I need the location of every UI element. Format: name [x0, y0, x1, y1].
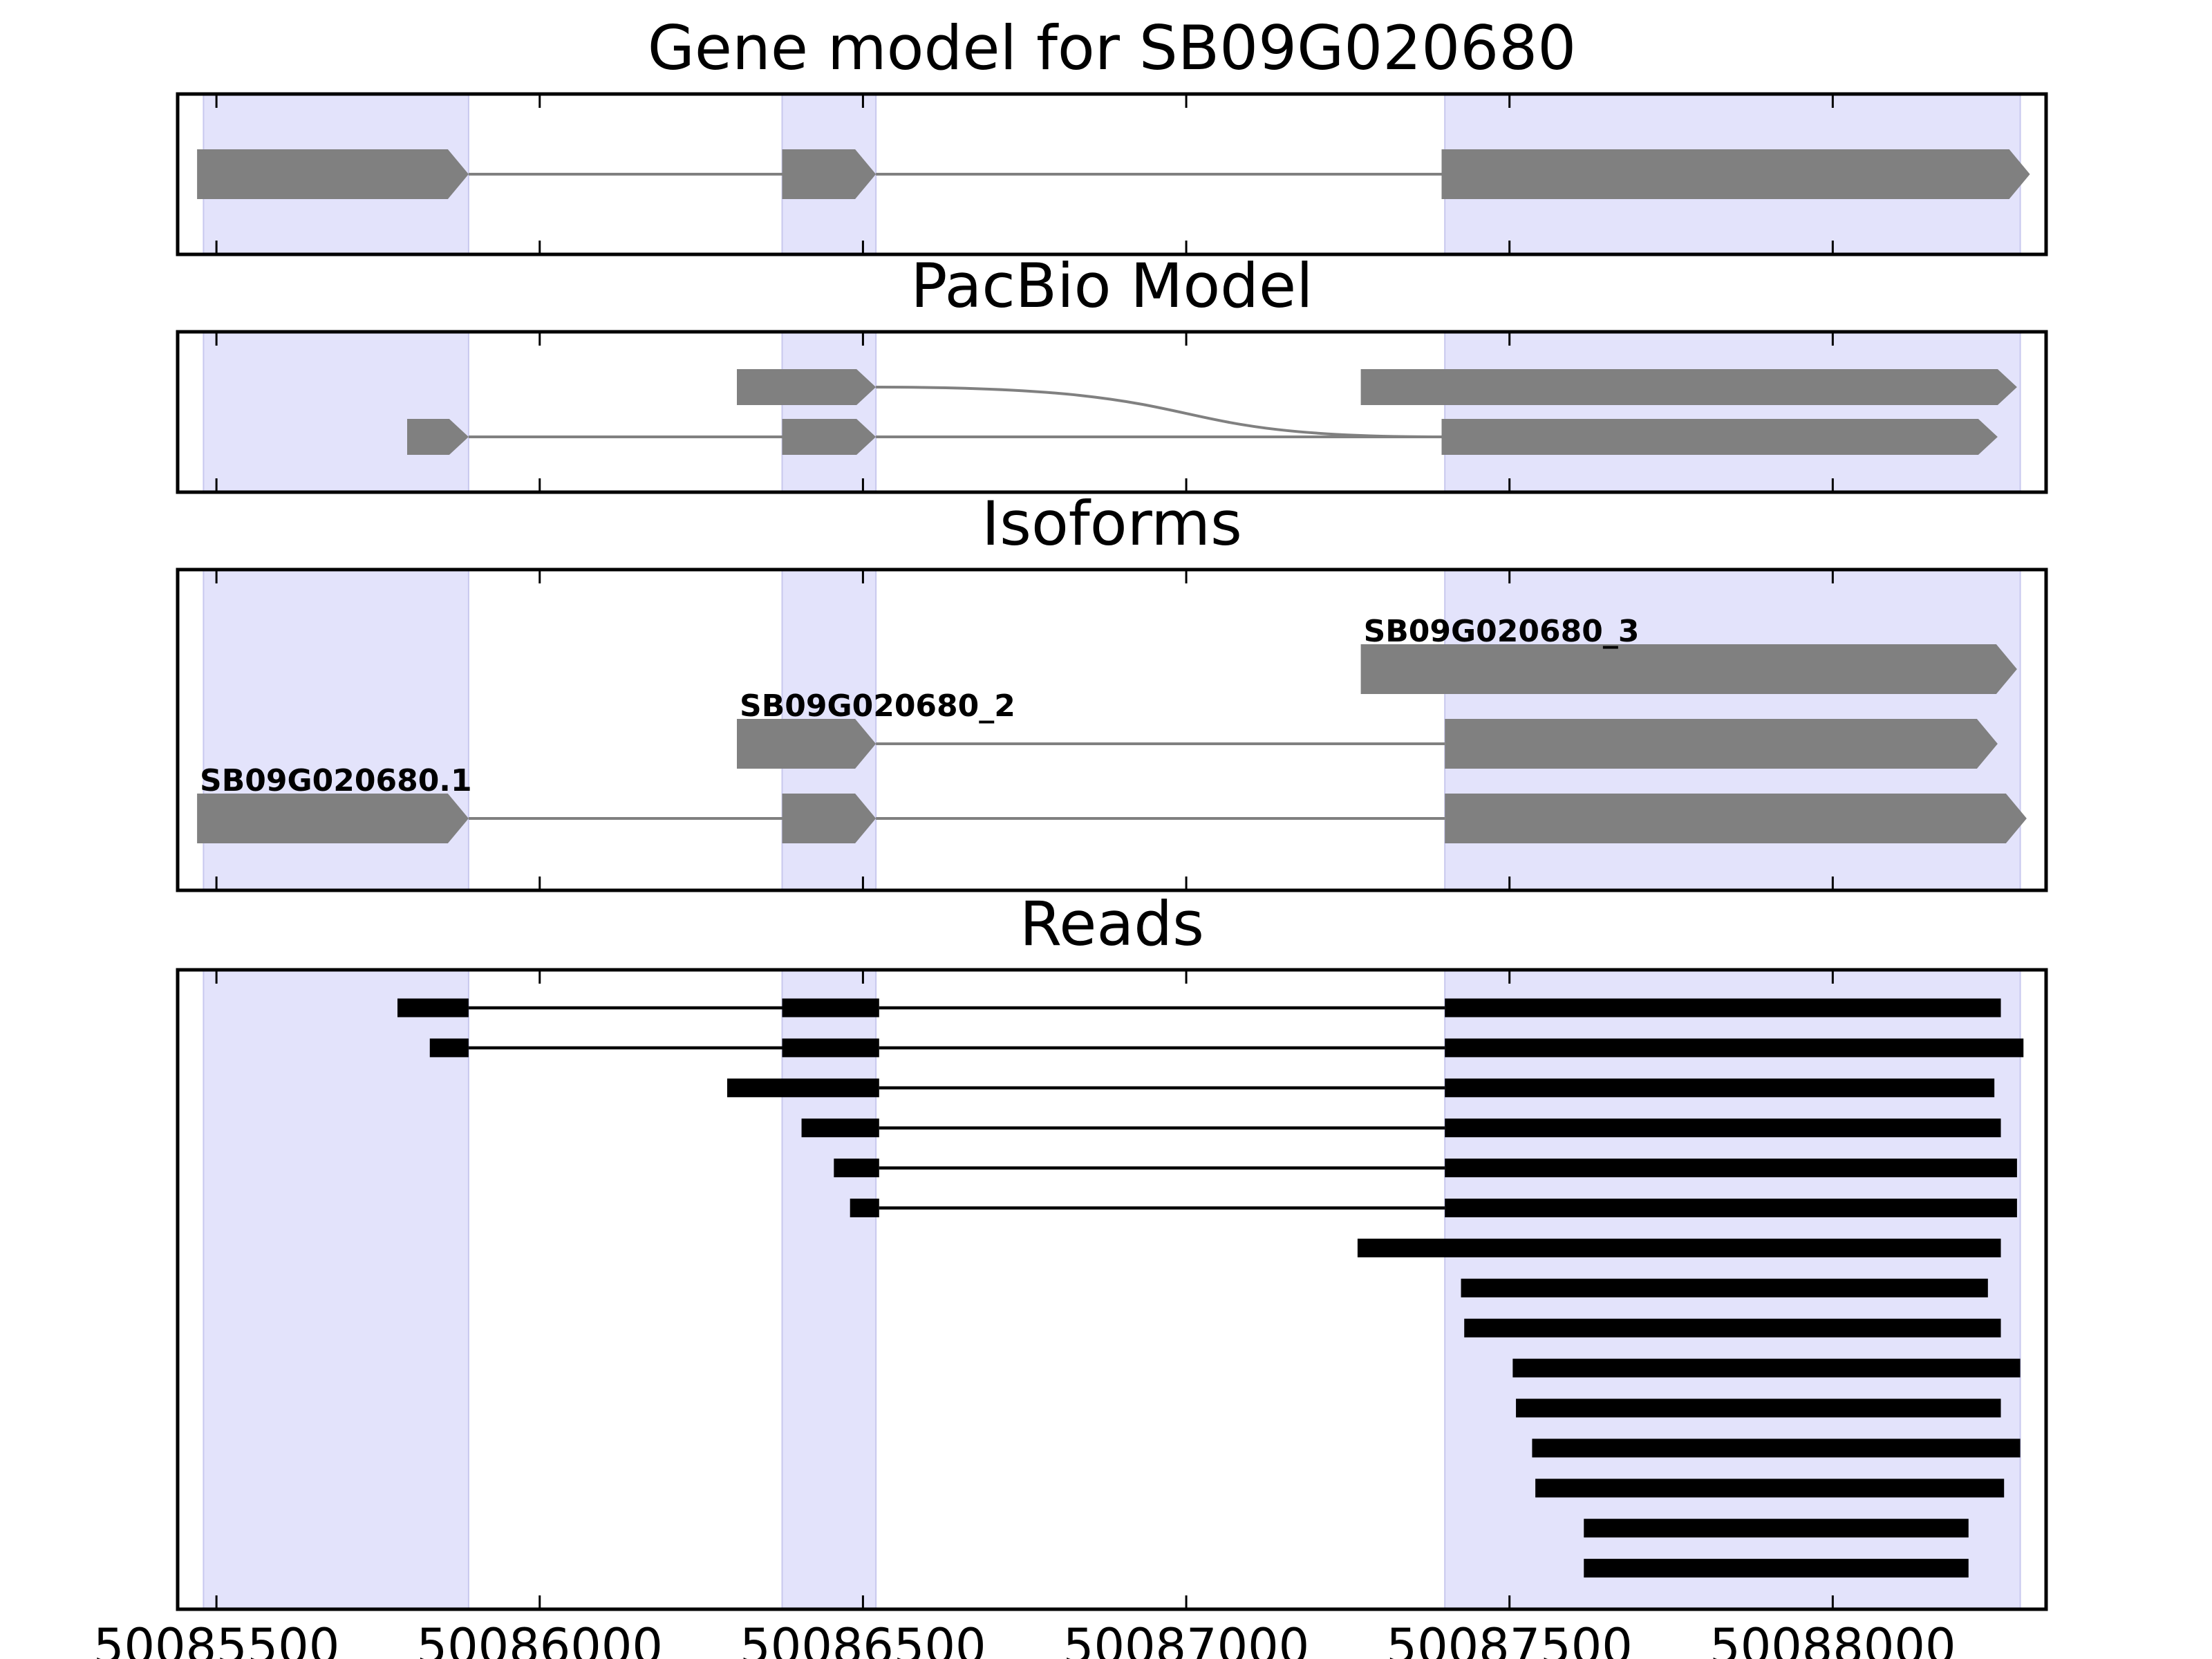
- exon-arrow: [1360, 369, 2017, 405]
- read-exon-block: [727, 1078, 879, 1098]
- read-exon-block: [782, 998, 879, 1018]
- read-exon-block: [1461, 1278, 1988, 1297]
- read-exon-block: [1532, 1438, 2021, 1458]
- exon-arrow: [197, 149, 469, 199]
- panel-pacbio-model: PacBio Model: [176, 250, 2048, 494]
- axes-frame: [176, 330, 2048, 494]
- x-tick-label: 50087500: [1387, 1618, 1633, 1659]
- transcript-track: [197, 149, 2030, 199]
- read-exon-block: [1584, 1519, 1969, 1538]
- transcript-track: SB09G020680_2: [737, 688, 1998, 769]
- read-exon-block: [801, 1118, 879, 1138]
- panel-gene-model: Gene model for SB09G020680: [176, 12, 2048, 256]
- axes-frame: [176, 92, 2048, 256]
- read-exon-block: [1445, 1199, 2017, 1217]
- read-track: [429, 1038, 2024, 1058]
- read-exon-block: [782, 1038, 879, 1058]
- exon-arrow: [737, 369, 877, 405]
- x-tick-label: 50086500: [740, 1618, 986, 1659]
- read-exon-block: [1445, 998, 2001, 1018]
- panel-title: Gene model for SB09G020680: [648, 12, 1577, 84]
- panel-title: Reads: [1020, 888, 1204, 959]
- read-track: [1461, 1278, 1988, 1297]
- read-track: [850, 1199, 2017, 1217]
- read-track: [834, 1159, 2017, 1178]
- exon-highlight-band: [203, 331, 469, 493]
- exon-highlight-band: [781, 969, 877, 1610]
- transcript-track: [407, 419, 1998, 455]
- read-track: [1512, 1358, 2021, 1378]
- exon-arrow: [407, 419, 469, 455]
- transcript-track: [737, 369, 2017, 438]
- read-exon-block: [397, 998, 469, 1018]
- transcript-track: SB09G020680_3: [1360, 614, 2017, 694]
- read-exon-block: [1535, 1479, 2005, 1498]
- isoform-label: SB09G020680.1: [200, 763, 472, 798]
- read-exon-block: [1445, 1078, 1995, 1098]
- exon-arrow: [1441, 419, 1998, 455]
- read-track: [727, 1078, 1995, 1098]
- exon-highlight-band: [203, 969, 469, 1610]
- splice-junction-curve: [876, 386, 1442, 438]
- read-track: [1584, 1519, 1969, 1538]
- read-exon-block: [1445, 1118, 2001, 1138]
- isoform-label: SB09G020680_3: [1364, 614, 1640, 649]
- exon-arrow: [1441, 149, 2030, 199]
- read-track: [801, 1118, 2001, 1138]
- read-exon-block: [1357, 1238, 2001, 1257]
- read-track: [1516, 1398, 2001, 1418]
- panel-isoforms: SB09G020680_3 SB09G020680_2 SB09G020680.1 I…: [176, 488, 2048, 892]
- read-exon-block: [1464, 1318, 2001, 1338]
- read-track: [397, 998, 2001, 1018]
- exon-arrow: [1445, 719, 1998, 769]
- read-track: [1357, 1238, 2001, 1257]
- read-exon-block: [1445, 1038, 2024, 1058]
- x-tick-label: 50085500: [93, 1618, 339, 1659]
- exon-highlight-band: [1444, 331, 2021, 493]
- isoform-label: SB09G020680_2: [740, 688, 1015, 724]
- read-exon-block: [834, 1159, 879, 1178]
- exon-arrow: [782, 149, 877, 199]
- x-tick-label: 50087000: [1063, 1618, 1309, 1659]
- exon-arrow: [1360, 644, 2017, 694]
- read-track: [1464, 1318, 2001, 1338]
- read-track: [1532, 1438, 2021, 1458]
- exon-arrow: [782, 419, 877, 455]
- panel-reads: Reads: [176, 888, 2048, 1611]
- x-tick-label: 50088000: [1709, 1618, 1956, 1659]
- exon-arrow: [782, 794, 877, 843]
- read-exon-block: [850, 1199, 879, 1217]
- exon-arrow: [1445, 794, 2027, 843]
- panel-title: PacBio Model: [910, 250, 1313, 321]
- read-exon-block: [1584, 1559, 1969, 1578]
- panels-layer: Gene model for SB09G020680 PacBio Model SB…: [93, 12, 2048, 1659]
- transcript-track: SB09G020680.1: [197, 763, 2027, 843]
- read-exon-block: [429, 1038, 469, 1058]
- axes-frame: [176, 568, 2048, 892]
- exon-arrow: [197, 794, 469, 843]
- read-exon-block: [1512, 1358, 2021, 1378]
- x-tick-label: 50086000: [417, 1618, 663, 1659]
- exon-arrow: [737, 719, 877, 769]
- read-exon-block: [1516, 1398, 2001, 1418]
- read-track: [1584, 1559, 1969, 1578]
- read-track: [1535, 1479, 2005, 1498]
- read-exon-block: [1445, 1159, 2017, 1178]
- panel-title: Isoforms: [982, 488, 1242, 559]
- axes-frame: [176, 968, 2048, 1611]
- exon-highlight-band: [781, 331, 877, 493]
